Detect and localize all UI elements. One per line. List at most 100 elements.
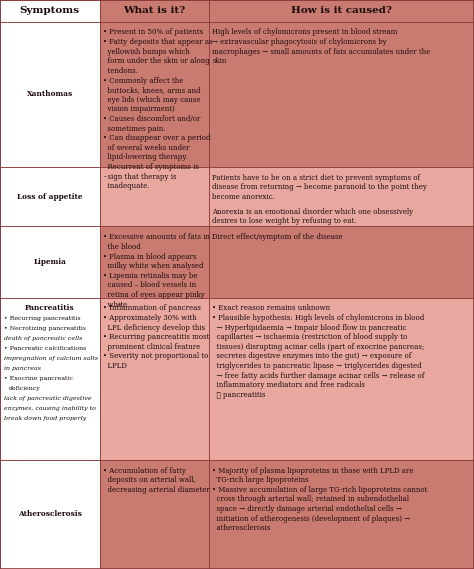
- Text: Atherosclerosis: Atherosclerosis: [18, 510, 82, 518]
- Text: • Excessive amounts of fats in: • Excessive amounts of fats in: [103, 233, 210, 241]
- Text: in pancreas: in pancreas: [4, 366, 41, 371]
- Text: break down food properly: break down food properly: [4, 416, 86, 421]
- Bar: [0, 167, 100, 226]
- Text: → Hyperlipidaemia → Impair blood flow in pancreatic: → Hyperlipidaemia → Impair blood flow in…: [212, 324, 407, 332]
- Text: Direct effect/symptom of the disease: Direct effect/symptom of the disease: [212, 233, 343, 241]
- Text: What is it?: What is it?: [123, 6, 185, 15]
- Text: atherosclerosis: atherosclerosis: [212, 524, 271, 532]
- Bar: [100, 226, 209, 298]
- Bar: [209, 460, 474, 569]
- Text: High levels of chylomicrons present in blood stream: High levels of chylomicrons present in b…: [212, 28, 398, 36]
- Text: decreasing arterial diameter: decreasing arterial diameter: [103, 486, 210, 494]
- Text: Recurrent of symptoms is: Recurrent of symptoms is: [103, 163, 199, 171]
- Text: milky white when analysed: milky white when analysed: [103, 262, 204, 270]
- Text: Lipemia: Lipemia: [33, 258, 66, 266]
- Text: • Can disappear over a period: • Can disappear over a period: [103, 134, 211, 142]
- Text: Patients have to be on a strict diet to prevent symptoms of: Patients have to be on a strict diet to …: [212, 174, 420, 182]
- Text: sign that therapy is: sign that therapy is: [103, 173, 177, 181]
- Text: become anorexic.: become anorexic.: [212, 193, 275, 201]
- Text: deposits on arterial wall,: deposits on arterial wall,: [103, 476, 196, 484]
- Text: macrophages → small amounts of fats accumulates under the: macrophages → small amounts of fats accu…: [212, 48, 430, 56]
- Bar: [209, 0, 474, 22]
- Text: • Present in 50% of patients: • Present in 50% of patients: [103, 28, 203, 36]
- Text: • Causes discomfort and/or: • Causes discomfort and/or: [103, 115, 201, 123]
- Text: retina of eyes appear pinky: retina of eyes appear pinky: [103, 291, 205, 299]
- Text: • Exact reason remains unknown: • Exact reason remains unknown: [212, 304, 330, 312]
- Bar: [100, 167, 209, 226]
- Text: • Commonly affect the: • Commonly affect the: [103, 77, 184, 85]
- Text: impregnation of calcium salts: impregnation of calcium salts: [4, 356, 98, 361]
- Text: • Majority of plasma lipoproteins in those with LPLD are: • Majority of plasma lipoproteins in tho…: [212, 467, 414, 475]
- Text: How is it caused?: How is it caused?: [291, 6, 392, 15]
- Text: Anorexia is an emotional disorder which one obsessively: Anorexia is an emotional disorder which …: [212, 208, 413, 216]
- Bar: [209, 298, 474, 460]
- Bar: [209, 167, 474, 226]
- Text: cross through arterial wall; retained in subendothelial: cross through arterial wall; retained in…: [212, 496, 410, 504]
- Text: Symptoms: Symptoms: [20, 6, 80, 15]
- Text: prominent clinical feature: prominent clinical feature: [103, 343, 201, 351]
- Text: • Severity not proportional to: • Severity not proportional to: [103, 353, 209, 361]
- Bar: [0, 226, 100, 298]
- Text: initiation of atherogenesis (development of plaques) →: initiation of atherogenesis (development…: [212, 514, 410, 523]
- Bar: [100, 22, 209, 167]
- Bar: [0, 298, 100, 460]
- Text: • Fatty deposits that appear as: • Fatty deposits that appear as: [103, 38, 213, 46]
- Text: inflammatory mediators and free radicals: inflammatory mediators and free radicals: [212, 381, 365, 389]
- Bar: [0, 0, 100, 22]
- Text: • Lipemia retinalis may be: • Lipemia retinalis may be: [103, 272, 198, 280]
- Text: Pancreatitis: Pancreatitis: [25, 304, 74, 312]
- Text: deficiency: deficiency: [9, 386, 40, 391]
- Bar: [209, 226, 474, 298]
- Text: desires to lose weight by refusing to eat.: desires to lose weight by refusing to ea…: [212, 217, 357, 225]
- Text: • Recurring pancreatitis: • Recurring pancreatitis: [4, 316, 81, 321]
- Bar: [0, 460, 100, 569]
- Text: • Pancreatic calcifications: • Pancreatic calcifications: [4, 346, 86, 351]
- Text: triglycerides to pancreatic lipase → triglycerides digested: triglycerides to pancreatic lipase → tri…: [212, 362, 422, 370]
- Text: death of pancreatic cells: death of pancreatic cells: [4, 336, 82, 341]
- Bar: [209, 22, 474, 167]
- Text: • Necrotizing pancreatitis: • Necrotizing pancreatitis: [4, 326, 86, 331]
- Text: eye lids (which may cause: eye lids (which may cause: [103, 96, 201, 104]
- Text: • Approximately 30% with: • Approximately 30% with: [103, 314, 197, 322]
- Text: inadequate.: inadequate.: [103, 182, 150, 190]
- Bar: [100, 0, 209, 22]
- Text: buttocks, knees, arms and: buttocks, knees, arms and: [103, 86, 201, 94]
- Text: • Accumulation of fatty: • Accumulation of fatty: [103, 467, 186, 475]
- Bar: [100, 460, 209, 569]
- Text: tissues) disrupting acinar cells (part of exocrine pancreas;: tissues) disrupting acinar cells (part o…: [212, 343, 425, 351]
- Text: enzymes, causing inability to: enzymes, causing inability to: [4, 406, 96, 411]
- Text: space → directly damage arterial endothelial cells →: space → directly damage arterial endothe…: [212, 505, 402, 513]
- Text: • Recurring pancreatitis most: • Recurring pancreatitis most: [103, 333, 210, 341]
- Text: white: white: [103, 300, 128, 308]
- Text: ∴ pancreatitis: ∴ pancreatitis: [212, 391, 266, 399]
- Text: vision impairment): vision impairment): [103, 105, 175, 113]
- Text: secretes digestive enzymes into the gut) → exposure of: secretes digestive enzymes into the gut)…: [212, 353, 412, 361]
- Text: Xanthomas: Xanthomas: [27, 90, 73, 98]
- Text: TG-rich large lipoproteins: TG-rich large lipoproteins: [212, 476, 309, 484]
- Text: yellowish bumps which: yellowish bumps which: [103, 48, 190, 56]
- Text: caused – blood vessels in: caused – blood vessels in: [103, 282, 196, 290]
- Text: tendons.: tendons.: [103, 67, 138, 75]
- Text: Loss of appetite: Loss of appetite: [17, 192, 82, 201]
- Text: • Exocrine pancreatic: • Exocrine pancreatic: [4, 376, 73, 381]
- Text: lack of pancreatic digestive: lack of pancreatic digestive: [4, 396, 91, 401]
- Bar: [0, 22, 100, 167]
- Text: the blood: the blood: [103, 243, 141, 251]
- Text: • Plasma in blood appears: • Plasma in blood appears: [103, 253, 197, 261]
- Text: • Inflammation of pancreas: • Inflammation of pancreas: [103, 304, 201, 312]
- Text: lipid-lowering therapy.: lipid-lowering therapy.: [103, 154, 188, 162]
- Text: LPLD: LPLD: [103, 362, 127, 370]
- Text: • Massive accumulation of large TG-rich lipoproteins cannot: • Massive accumulation of large TG-rich …: [212, 486, 428, 494]
- Text: form under the skin or along: form under the skin or along: [103, 57, 210, 65]
- Text: → free fatty acids further damage acinar cells → release of: → free fatty acids further damage acinar…: [212, 372, 425, 380]
- Text: -: -: [103, 174, 106, 182]
- Text: disease from returning → become paranoid to the point they: disease from returning → become paranoid…: [212, 183, 427, 191]
- Text: LPL deficiency develop this: LPL deficiency develop this: [103, 324, 205, 332]
- Text: skin: skin: [212, 57, 227, 65]
- Text: capillaries → ischaemia (restriction of blood supply to: capillaries → ischaemia (restriction of …: [212, 333, 408, 341]
- Text: sometimes pain.: sometimes pain.: [103, 125, 166, 133]
- Text: • Plausible hypothesis: High levels of chylomicrons in blood: • Plausible hypothesis: High levels of c…: [212, 314, 425, 322]
- Text: of several weeks under: of several weeks under: [103, 144, 190, 152]
- Bar: [100, 298, 209, 460]
- Text: → extravascular phagocytosis of chylomicrons by: → extravascular phagocytosis of chylomic…: [212, 38, 387, 46]
